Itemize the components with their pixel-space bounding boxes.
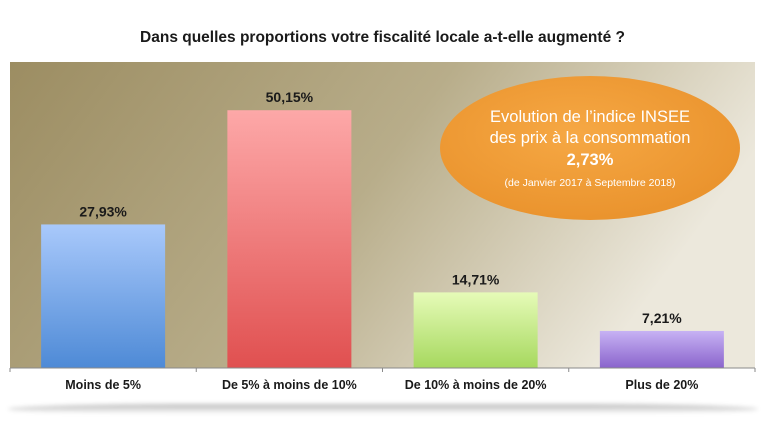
chart-title: Dans quelles proportions votre fiscalité… <box>140 29 625 46</box>
bottom-shadow <box>8 404 758 414</box>
bar <box>599 330 724 368</box>
annotation-note: (de Janvier 2017 à Septembre 2018) <box>504 177 675 189</box>
annotation-value: 2,73% <box>567 151 614 169</box>
bar <box>41 224 166 368</box>
category-label: Moins de 5% <box>65 378 141 392</box>
inflation-annotation: Evolution de l’indice INSEE des prix à l… <box>440 76 740 220</box>
bar-value-label: 7,21% <box>642 310 682 326</box>
annotation-ellipse <box>440 76 740 220</box>
bar-value-label: 27,93% <box>79 203 127 219</box>
bar <box>227 110 352 368</box>
category-label: De 10% à moins de 20% <box>405 378 547 392</box>
annotation-line1: Evolution de l’indice INSEE <box>490 108 690 126</box>
category-label: De 5% à moins de 10% <box>222 378 357 392</box>
bar-value-label: 14,71% <box>452 271 500 287</box>
bar-value-label: 50,15% <box>266 89 314 105</box>
bar <box>413 292 538 368</box>
annotation-line2: des prix à la consommation <box>490 129 691 147</box>
category-label: Plus de 20% <box>625 378 698 392</box>
